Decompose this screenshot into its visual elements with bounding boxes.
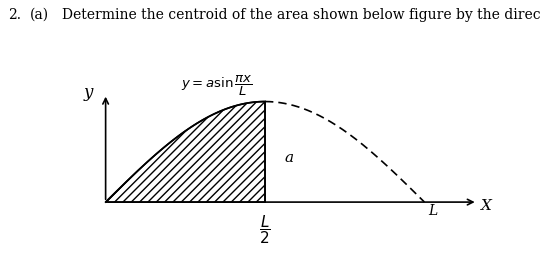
Text: L: L bbox=[429, 204, 438, 218]
Text: X: X bbox=[481, 199, 492, 213]
Text: y: y bbox=[83, 84, 92, 101]
Text: Determine the centroid of the area shown below figure by the direct integration : Determine the centroid of the area shown… bbox=[62, 8, 540, 22]
Polygon shape bbox=[106, 101, 265, 202]
Text: a: a bbox=[285, 151, 294, 165]
Text: $y = a\sin\dfrac{\pi x}{L}$: $y = a\sin\dfrac{\pi x}{L}$ bbox=[181, 74, 253, 98]
Text: $\dfrac{L}{2}$: $\dfrac{L}{2}$ bbox=[259, 214, 271, 246]
Text: 2.: 2. bbox=[8, 8, 21, 22]
Text: (a): (a) bbox=[30, 8, 49, 22]
